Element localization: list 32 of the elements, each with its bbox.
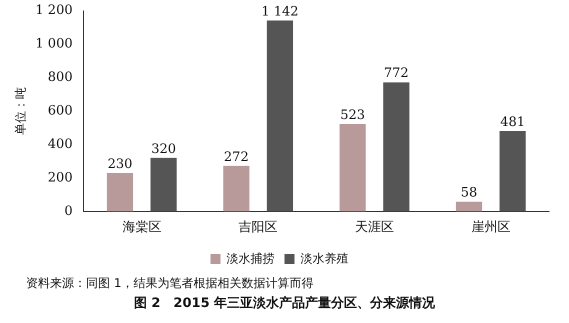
- legend-label: 淡水养殖: [300, 251, 348, 266]
- y-tick-label: 600: [48, 103, 73, 118]
- bar: [150, 158, 177, 212]
- data-label: 523: [340, 108, 366, 123]
- y-tick-label: 0: [64, 204, 73, 219]
- data-label: 272: [224, 150, 249, 165]
- bar: [500, 130, 526, 212]
- text: 资料来源：同图 1，结果为笔者根据相关数据计算而得: [26, 275, 314, 292]
- data-label: 772: [384, 66, 409, 82]
- y-tick-label: 800: [48, 70, 73, 86]
- y-tick-label: 1 200: [35, 3, 73, 18]
- data-label: 320: [151, 142, 176, 157]
- x-tick-label: 海棠区: [122, 218, 162, 234]
- data-label: 230: [108, 156, 132, 172]
- y-axis-title: 单位：吨: [14, 87, 28, 136]
- bar: [223, 166, 250, 212]
- y-tick-label: 200: [48, 170, 73, 186]
- y-tick-label: 1 000: [35, 36, 73, 52]
- data-label: 481: [500, 114, 526, 130]
- bar: [266, 20, 294, 212]
- x-tick-label: 吉阳区: [238, 218, 278, 234]
- bar: [383, 82, 410, 212]
- data-label: 1 142: [261, 4, 299, 20]
- legend-label: 淡水捕捞: [226, 251, 274, 266]
- bar: [340, 124, 366, 212]
- bar: [456, 202, 482, 212]
- text: 图 2 2015 年三亚淡水产品产量分区、分来源情况: [132, 294, 436, 312]
- y-tick-label: 400: [48, 136, 73, 152]
- data-label: 58: [460, 186, 478, 201]
- bar: [106, 172, 134, 212]
- x-tick-label: 天涯区: [354, 218, 394, 234]
- x-tick-label: 崖州区: [471, 218, 510, 234]
